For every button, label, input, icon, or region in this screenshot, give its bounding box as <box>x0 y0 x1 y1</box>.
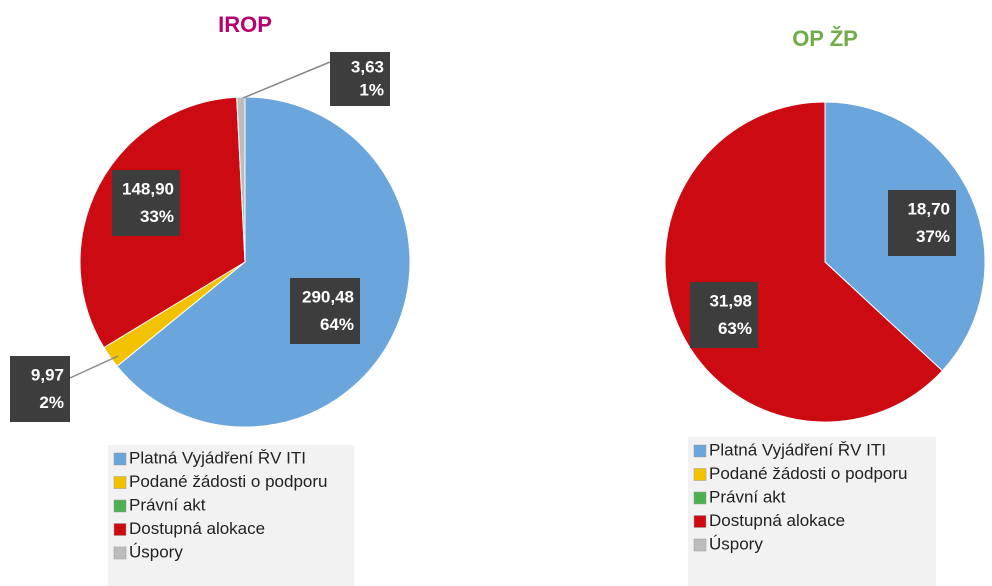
percent-label: 1% <box>359 80 384 99</box>
legend-label: Úspory <box>709 534 763 553</box>
legend-label: Podané žádosti o podporu <box>129 472 328 491</box>
value-label: 148,90 <box>122 179 174 198</box>
value-label: 3,63 <box>351 58 384 77</box>
label-box <box>10 356 70 422</box>
legend-label: Platná Vyjádření ŘV ITI <box>709 440 886 459</box>
label-box <box>330 52 390 106</box>
label-box <box>690 282 758 348</box>
percent-label: 63% <box>718 319 752 338</box>
chart-title: OP ŽP <box>792 26 858 51</box>
legend-swatch <box>693 444 707 458</box>
chart-title: IROP <box>218 12 272 37</box>
legend-label: Právní akt <box>709 487 786 506</box>
value-label: 31,98 <box>709 291 752 310</box>
legend-swatch <box>693 491 707 505</box>
legend-swatch <box>693 515 707 528</box>
legend-label: Dostupná alokace <box>709 511 845 530</box>
legend-swatch <box>113 546 127 560</box>
value-label: 9,97 <box>31 365 64 384</box>
label-box <box>112 170 180 236</box>
legend-swatch <box>693 538 707 552</box>
pie-slice <box>116 96 411 428</box>
legend-label: Dostupná alokace <box>129 519 265 538</box>
legend-label: Právní akt <box>129 495 206 514</box>
label-box <box>290 278 360 344</box>
legend-box <box>108 445 354 586</box>
label-box <box>888 190 956 256</box>
percent-label: 33% <box>140 207 174 226</box>
legend-swatch <box>693 468 707 481</box>
legend-swatch <box>113 523 127 536</box>
legend-label: Úspory <box>129 542 183 561</box>
value-label: 290,48 <box>302 287 354 306</box>
percent-label: 2% <box>39 393 64 412</box>
percent-label: 37% <box>916 227 950 246</box>
pie-chart: OP ŽP 18,70 37% 31,98 63% Platná Vyjádření ŘV… <box>664 26 986 586</box>
legend-label: Platná Vyjádření ŘV ITI <box>129 448 306 467</box>
leader-line <box>242 61 331 99</box>
legend-label: Podané žádosti o podporu <box>709 464 908 483</box>
legend-swatch <box>113 476 127 489</box>
pie-chart: IROP 290,48 64% 9,97 2% 148,90 33% 3,63 1% Platná… <box>10 12 411 586</box>
value-label: 18,70 <box>907 199 950 218</box>
percent-label: 64% <box>320 315 354 334</box>
leader-line <box>69 355 119 379</box>
legend-swatch <box>113 452 127 466</box>
legend-swatch <box>113 499 127 513</box>
legend-box <box>688 437 936 586</box>
